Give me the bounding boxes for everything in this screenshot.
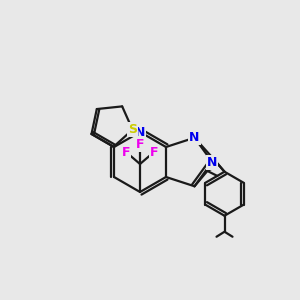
Text: F: F: [136, 137, 144, 151]
Text: N: N: [135, 125, 145, 139]
Text: N: N: [207, 155, 217, 169]
Text: S: S: [128, 123, 137, 136]
Text: F: F: [122, 146, 130, 158]
Text: N: N: [189, 131, 200, 144]
Text: F: F: [150, 146, 158, 158]
